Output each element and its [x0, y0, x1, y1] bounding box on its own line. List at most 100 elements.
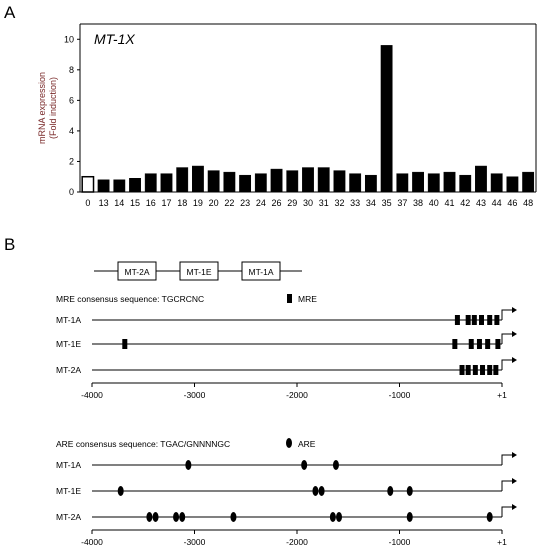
position-tick-label: -1000 — [389, 537, 411, 547]
are-site-mark — [117, 486, 124, 496]
are-site-mark — [406, 512, 413, 522]
x-tick-label: 32 — [334, 198, 344, 208]
are-axis: -4000 -3000 -2000 -1000 +1 — [81, 529, 507, 547]
are-legend-mark — [286, 438, 292, 448]
are-site-mark — [336, 512, 343, 522]
are-site-mark — [173, 512, 180, 522]
bar — [333, 170, 346, 193]
y-ticks: 0 2 4 6 8 10 — [64, 34, 80, 197]
track-label: MT-2A — [56, 365, 81, 375]
x-tick-label: 40 — [429, 198, 439, 208]
mre-site-mark — [471, 315, 477, 325]
bar — [475, 165, 487, 193]
bar — [349, 173, 362, 193]
bar — [459, 174, 472, 193]
x-tick-label: 20 — [209, 198, 219, 208]
x-tick-label: 13 — [99, 198, 109, 208]
x-tick-label: 46 — [507, 198, 517, 208]
mre-site-mark — [468, 339, 474, 349]
x-tick-label: 19 — [193, 198, 203, 208]
position-tick-label: -1000 — [389, 390, 411, 400]
bar — [396, 173, 409, 193]
bar — [490, 173, 503, 193]
x-tick-label: 17 — [161, 198, 171, 208]
x-tick-label: 38 — [413, 198, 423, 208]
tss-arrowhead — [512, 307, 517, 313]
x-tick-label: 15 — [130, 198, 140, 208]
bar — [427, 173, 440, 193]
mre-site-mark — [495, 339, 501, 349]
tss-arrowhead — [512, 357, 517, 363]
y-tick-label: 6 — [69, 95, 74, 105]
gene-cluster-diagram: MT-2A MT-1E MT-1A — [94, 261, 302, 281]
are-site-mark — [406, 486, 413, 496]
bar — [412, 171, 424, 193]
bar — [129, 178, 141, 193]
are-site-mark — [329, 512, 336, 522]
cluster-gene-box — [179, 261, 219, 281]
x-tick-label: 14 — [114, 198, 124, 208]
bars — [81, 45, 535, 193]
bar — [223, 171, 236, 193]
bar — [254, 173, 267, 193]
tss-arrow — [501, 309, 512, 320]
position-tick-label: -2000 — [286, 537, 308, 547]
are-site-mark — [312, 486, 319, 496]
are-site-mark — [301, 460, 308, 470]
bar — [443, 171, 456, 193]
are-site-mark — [179, 512, 186, 522]
track-label: MT-2A — [56, 512, 81, 522]
x-tick-label: 33 — [350, 198, 360, 208]
x-tick-label: 30 — [303, 198, 313, 208]
mre-site-mark — [479, 315, 484, 325]
mre-site-mark — [480, 365, 486, 375]
track-label: MT-1E — [56, 486, 81, 496]
mre-legend-label: MRE — [298, 294, 317, 304]
cluster-gene-box — [241, 261, 281, 281]
panel-a-letter: A — [4, 3, 16, 22]
x-tick-label: 44 — [492, 198, 502, 208]
mre-site-mark — [487, 365, 493, 375]
bar — [380, 45, 393, 193]
x-tick-label: 35 — [382, 198, 392, 208]
mre-site-mark — [476, 339, 482, 349]
y-tick-label: 10 — [64, 34, 74, 44]
tss-arrowhead — [512, 452, 517, 458]
position-tick-label: -3000 — [184, 537, 206, 547]
mre-site-mark — [454, 315, 460, 325]
cluster-boxes: MT-2A MT-1E MT-1A — [117, 261, 281, 281]
mre-tracks: MT-1A MT-1E MT-2A — [56, 307, 517, 375]
bar — [506, 176, 519, 193]
mre-axis: -4000 -3000 -2000 -1000 +1 — [81, 382, 507, 400]
tss-arrowhead — [512, 331, 517, 337]
y-tick-label: 8 — [69, 65, 74, 75]
x-tick-label: 29 — [287, 198, 297, 208]
mre-section: MRE consensus sequence: TGCRCNC MRE MT-1… — [56, 294, 517, 400]
y-tick-label: 2 — [69, 156, 74, 166]
tss-arrowhead — [512, 504, 517, 510]
are-site-mark — [486, 512, 493, 522]
cluster-gene-box — [117, 261, 157, 281]
are-legend-label: ARE — [298, 439, 316, 449]
position-tick-label: -2000 — [286, 390, 308, 400]
y-tick-label: 4 — [69, 126, 74, 136]
x-tick-label: 31 — [319, 198, 329, 208]
mre-consensus-label: MRE consensus sequence: TGCRCNC — [56, 294, 204, 304]
panel-b-letter: B — [4, 235, 15, 254]
bar — [81, 175, 95, 193]
x-tick-label: 48 — [523, 198, 533, 208]
cluster-gene-label: MT-1A — [248, 267, 273, 277]
tss-arrow — [501, 359, 512, 370]
are-site-mark — [152, 512, 159, 522]
y-axis-label-line2: (Fold induction) — [48, 77, 58, 139]
y-axis-label-line1: mRNA expression — [37, 72, 47, 144]
x-tick-label: 34 — [366, 198, 376, 208]
bar — [239, 174, 252, 193]
bar — [270, 168, 283, 193]
position-tick-label: +1 — [497, 390, 507, 400]
mre-site-mark — [472, 365, 478, 375]
bar — [113, 179, 126, 193]
x-tick-label: 18 — [177, 198, 187, 208]
